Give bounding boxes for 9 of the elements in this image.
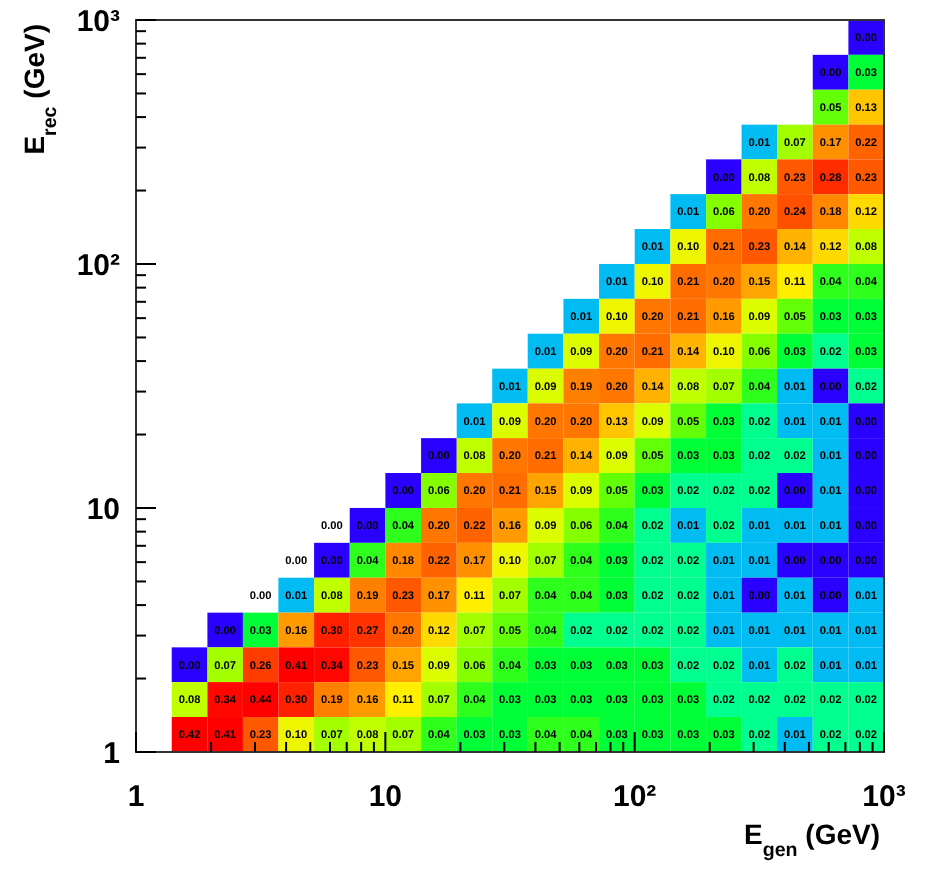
y-tick-label: 10³ bbox=[76, 4, 120, 39]
y-tick-label: 10² bbox=[76, 248, 120, 283]
y-tick-label: 1 bbox=[103, 736, 120, 771]
x-tick-label: 10³ bbox=[862, 780, 906, 814]
y-tick-label: 10 bbox=[86, 492, 120, 527]
x-tick-label: 1 bbox=[127, 780, 145, 814]
x-tick-label: 10 bbox=[368, 780, 403, 814]
x-tick-label: 10² bbox=[612, 780, 657, 814]
x-axis-title: E$_{gen}$ (GeV) bbox=[744, 818, 880, 861]
